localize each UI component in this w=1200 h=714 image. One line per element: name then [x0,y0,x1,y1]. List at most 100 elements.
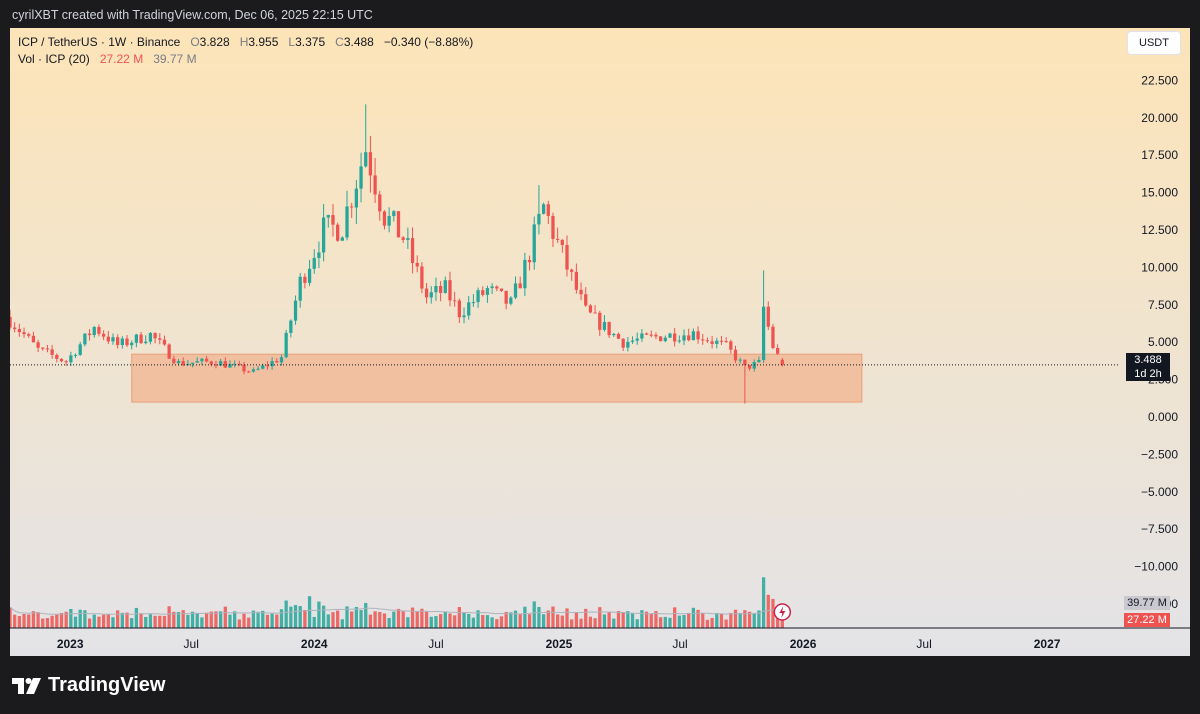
volume-label[interactable]: Vol · ICP (20) [18,52,90,66]
y-tick-label: 20.000 [1141,111,1178,125]
change-value: −0.340 (−8.88%) [383,35,474,49]
candle [410,227,415,274]
candle [120,336,124,349]
candle-body [776,348,780,354]
brand-logo[interactable]: TradingView [12,674,165,697]
candle [396,211,401,238]
candle-body [27,334,31,336]
candle [336,222,340,242]
candle [696,326,700,344]
candle-body [387,216,391,226]
chart-canvas[interactable]: 25.00022.50020.00017.50015.00012.50010.0… [10,28,1190,656]
candle-body [743,359,747,366]
candle-body [687,335,691,341]
volume-bar [696,609,700,628]
candle-body [167,344,171,359]
candle-body [326,215,330,218]
candle [289,319,293,338]
candle [256,365,260,371]
candle [729,339,733,354]
candle-body [626,341,630,348]
candle-body [336,224,340,241]
volume-bar [340,619,344,628]
volume-bar [612,618,616,628]
candle [312,249,316,274]
volume-bar [307,596,312,628]
bar-countdown: 1d 2h [1134,368,1162,380]
candle [139,331,143,344]
volume-bar [382,613,387,628]
candle [303,273,307,289]
close-label: C [335,35,344,49]
candle-body [673,333,677,342]
volume-bar [364,602,368,628]
candle-body [448,280,452,301]
candle [181,357,185,367]
candle-body [354,188,359,208]
volume-bar [279,609,284,628]
candle-body [101,333,106,337]
candle [761,270,766,363]
candle [69,351,73,367]
candle [87,329,92,341]
candle-body [654,334,658,337]
symbol-label[interactable]: ICP / TetherUS · 1W · Binance [18,35,181,49]
candle-body [317,252,321,258]
volume-bar [69,609,73,628]
candle-body [621,338,625,348]
candle-body [350,206,354,208]
candle [541,202,546,215]
volume-bar [640,610,644,628]
candle-body [261,365,265,369]
volume-bar [321,605,326,628]
volume-bar [584,608,588,628]
candle-body [303,276,307,283]
candle-body [17,329,21,333]
candle-body [233,363,237,365]
currency-button[interactable]: USDT [1127,31,1181,55]
candle-body [780,359,784,365]
candle-body [541,204,546,214]
event-marker-icon [773,603,792,621]
candle [649,330,653,338]
candle-body [607,321,611,336]
header-bar: cyrilXBT created with TradingView.com, D… [0,0,1200,28]
candle [92,325,96,338]
volume-bar [139,613,143,628]
volume-bar [715,612,719,628]
candle-body [565,244,569,270]
volume-value: 27.22 M [99,52,144,66]
chart-frame[interactable]: 25.00022.50020.00017.50015.00012.50010.0… [10,28,1190,656]
candle [771,323,775,350]
candle [448,271,452,307]
volume-bar [359,610,363,628]
volume-bar [167,606,171,628]
candle-body [270,361,274,367]
volume-bar [10,607,12,628]
candle-body [518,283,522,289]
volume-bar [687,613,691,628]
brand-name: TradingView [48,674,166,696]
candle-body [724,341,728,343]
y-tick-label: 10.000 [1141,260,1178,274]
candle [331,204,335,237]
candle-body [50,349,54,355]
candle-body [228,364,232,368]
volume-bar [719,613,724,628]
candle [275,358,279,363]
candle-body [481,290,485,295]
tradingview-logo-icon [12,677,41,694]
candle [457,298,461,324]
candle [495,285,499,292]
candle [602,315,607,332]
volume-bar [644,611,649,628]
volume-bar [761,577,766,628]
candle [382,210,387,230]
candle [757,356,761,363]
volume-bar [490,617,494,628]
candle [83,333,87,347]
volume-bar [635,619,639,628]
candle-body [31,335,36,343]
candle [233,360,237,368]
candle-body [251,369,256,372]
